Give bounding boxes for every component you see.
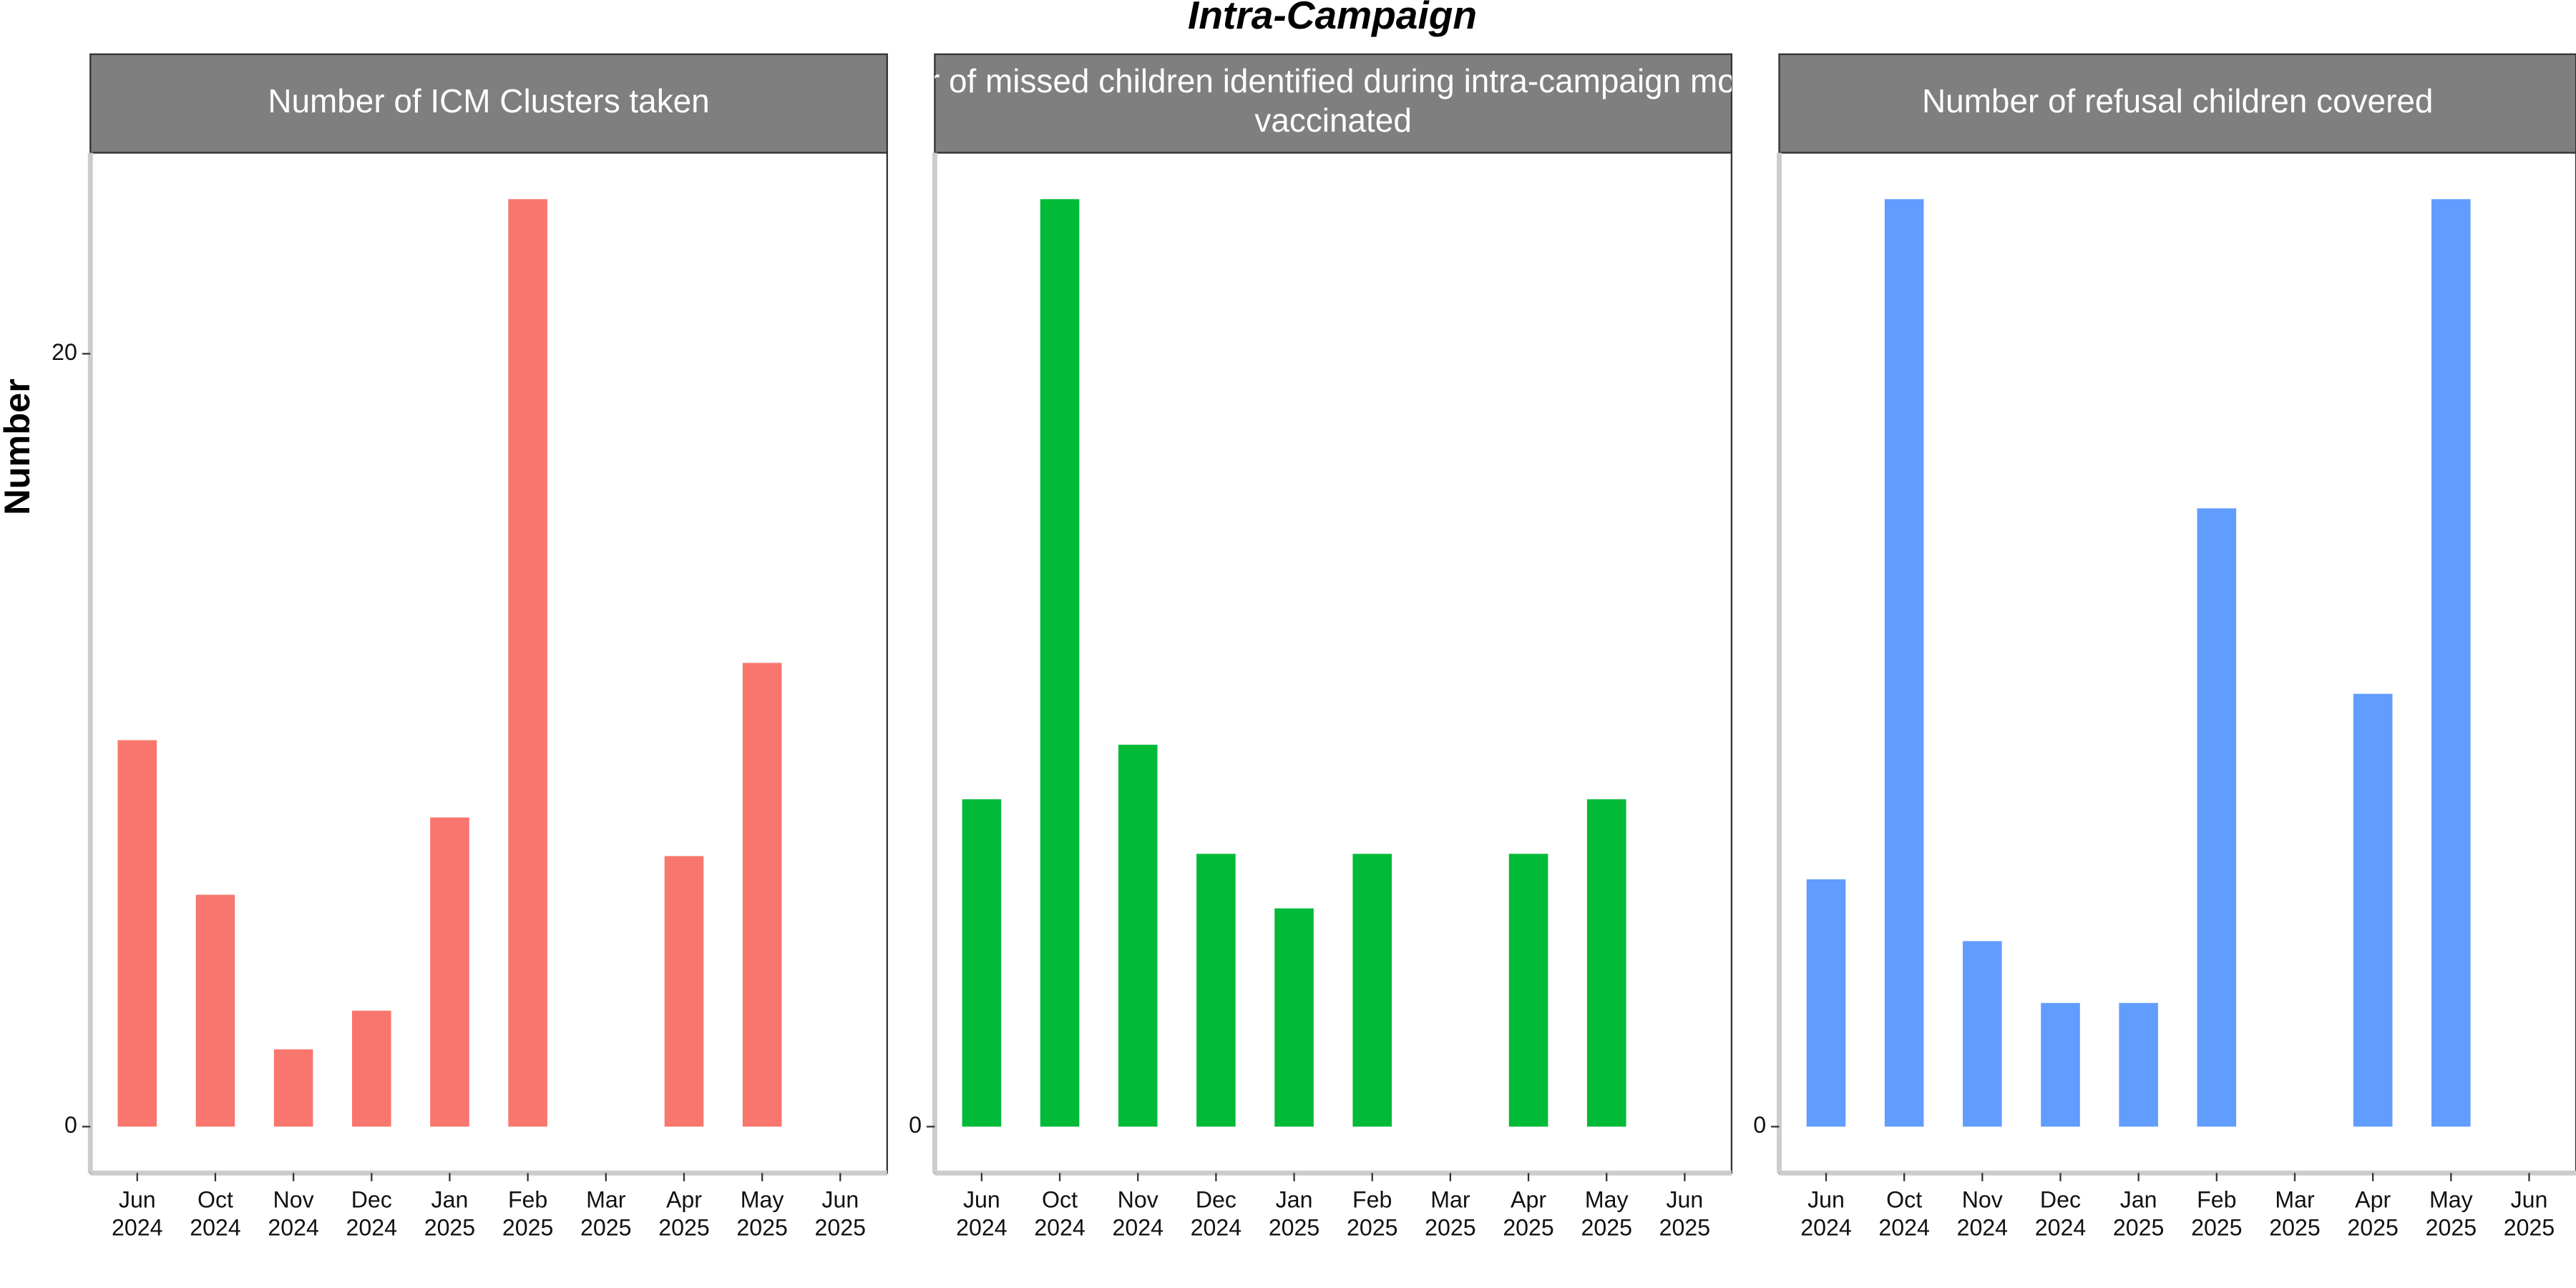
- strip-title: Number of refusal children covered: [1922, 82, 2433, 119]
- y-tick-label: 0: [1753, 1112, 1766, 1138]
- x-tick-label: May 2025: [736, 1187, 787, 1241]
- bar: [430, 817, 469, 1127]
- y-tick-label: 0: [909, 1112, 922, 1138]
- bar: [2041, 1002, 2080, 1127]
- bar: [2353, 693, 2393, 1127]
- x-tick-label: Nov 2024: [1957, 1187, 2008, 1241]
- bar: [117, 740, 157, 1127]
- bar: [2431, 199, 2471, 1127]
- x-tick-label: Mar 2025: [580, 1187, 631, 1241]
- x-tick-label: Dec 2024: [346, 1187, 397, 1241]
- bar: [1963, 941, 2002, 1127]
- chart-title: Intra-Campaign: [1188, 0, 1477, 37]
- x-tick-label: Oct 2024: [1878, 1187, 1929, 1241]
- x-tick-label: Jun 2024: [112, 1187, 162, 1241]
- x-tick-label: Mar 2025: [1425, 1187, 1475, 1241]
- x-tick-label: Apr 2025: [2347, 1187, 2398, 1241]
- bar: [273, 1049, 313, 1127]
- x-tick-label: Feb 2025: [502, 1187, 553, 1241]
- x-tick-label: Jun 2024: [956, 1187, 1007, 1241]
- x-tick-label: Jun 2025: [1659, 1187, 1710, 1241]
- x-tick-label: Jan 2025: [1269, 1187, 1319, 1241]
- x-tick-label: Jun 2025: [815, 1187, 866, 1241]
- strip: [934, 53, 1733, 154]
- bar: [2119, 1002, 2158, 1127]
- x-tick-label: May 2025: [2426, 1187, 2477, 1241]
- x-tick-label: Jan 2025: [424, 1187, 475, 1241]
- x-tick-label: Dec 2024: [2035, 1187, 2086, 1241]
- bar: [1040, 199, 1080, 1127]
- bar: [1118, 744, 1158, 1127]
- x-tick-label: Nov 2024: [268, 1187, 318, 1241]
- y-axis-title: Number: [0, 379, 37, 515]
- bar: [508, 199, 547, 1127]
- x-tick-label: May 2025: [1581, 1187, 1631, 1241]
- strip: [89, 53, 888, 154]
- x-tick-label: Feb 2025: [1347, 1187, 1397, 1241]
- strip: [1778, 53, 2576, 154]
- bar: [962, 799, 1002, 1127]
- x-tick-label: Feb 2025: [2191, 1187, 2242, 1241]
- bar: [1196, 854, 1236, 1127]
- x-tick-label: Oct 2024: [190, 1187, 240, 1241]
- x-tick-label: Nov 2024: [1112, 1187, 1163, 1241]
- y-tick-label: 20: [52, 339, 77, 365]
- bar: [351, 1010, 391, 1127]
- bar: [1274, 908, 1314, 1127]
- bar: [742, 663, 782, 1127]
- strip-title: Number of ICM Clusters taken: [268, 82, 709, 119]
- x-tick-label: Dec 2024: [1191, 1187, 1241, 1241]
- x-tick-label: Apr 2025: [1503, 1187, 1553, 1241]
- x-tick-label: Oct 2024: [1034, 1187, 1085, 1241]
- x-tick-label: Mar 2025: [2269, 1187, 2320, 1241]
- bar: [664, 856, 704, 1127]
- bar: [195, 894, 235, 1127]
- x-tick-label: Jun 2024: [1800, 1187, 1851, 1241]
- x-tick-label: Jun 2025: [2504, 1187, 2555, 1241]
- bar: [1806, 879, 1846, 1127]
- bar: [2197, 508, 2237, 1127]
- bar: [1352, 854, 1392, 1127]
- bar: [1586, 799, 1626, 1127]
- bar: [1508, 854, 1548, 1127]
- x-tick-label: Jan 2025: [2113, 1187, 2164, 1241]
- bar: [1884, 199, 1924, 1127]
- strip-title: Number of missed children identified dur…: [823, 62, 1843, 139]
- x-tick-label: Apr 2025: [658, 1187, 709, 1241]
- y-tick-label: 0: [64, 1112, 77, 1138]
